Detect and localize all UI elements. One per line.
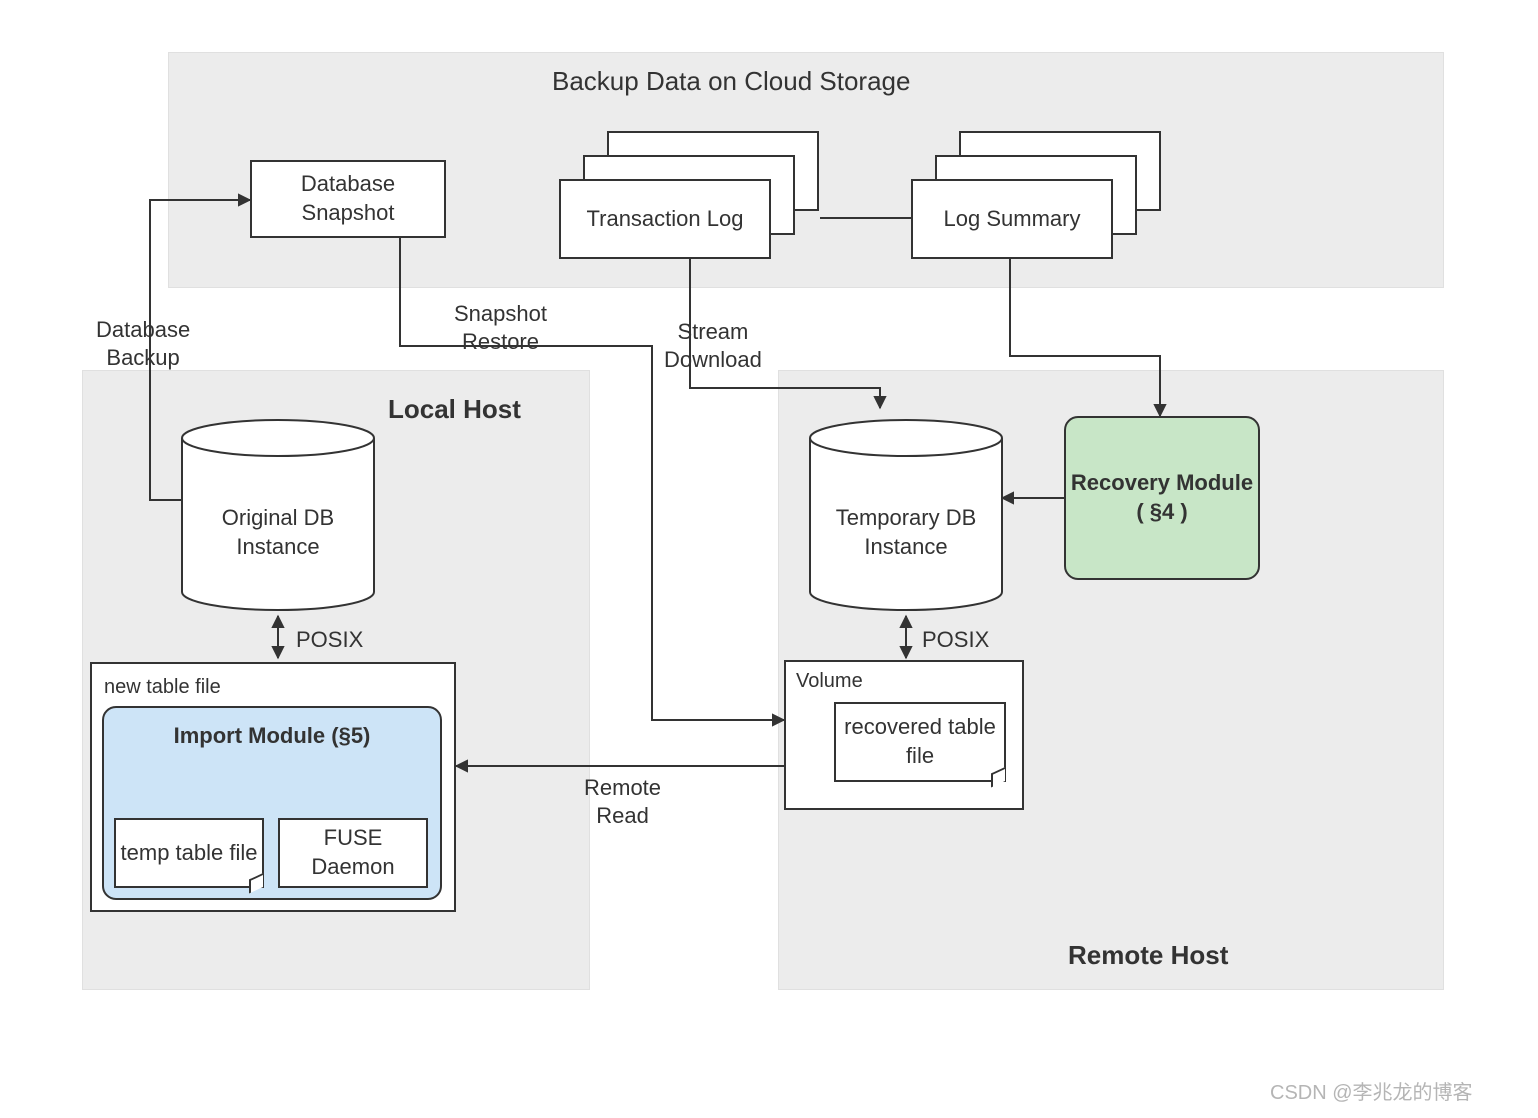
edge-label-e_stream_dl: Stream Download: [664, 318, 762, 373]
node-label: temp table file: [121, 839, 258, 868]
node-label: Import Module (§5): [174, 722, 371, 751]
container-new-table-file-label: new table file: [104, 676, 221, 699]
edge-label-e_posix_remote: POSIX: [922, 626, 989, 654]
node-recovery-module: Recovery Module ( §4 ): [1064, 416, 1260, 580]
node-fuse-daemon: FUSE Daemon: [278, 818, 428, 888]
edge-label-e_snap_restore: Snapshot Restore: [454, 300, 547, 355]
region-local-title: Local Host: [388, 394, 521, 425]
node-temp-table-file: temp table file: [114, 818, 264, 888]
node-original-db: Original DB Instance: [182, 456, 374, 610]
edge-label-e_db_backup: Database Backup: [96, 316, 190, 371]
container-volume-label: Volume: [796, 670, 863, 693]
node-label: Recovery Module ( §4 ): [1066, 469, 1258, 526]
edge-label-e_remote_read: Remote Read: [584, 774, 661, 829]
node-label: Database Snapshot: [252, 170, 444, 227]
node-label: Log Summary: [944, 205, 1081, 234]
node-label: recovered table file: [836, 713, 1004, 770]
node-label: Transaction Log: [587, 205, 744, 234]
node-log-summary: Log Summary: [912, 180, 1112, 258]
region-remote-title: Remote Host: [1068, 940, 1228, 971]
watermark: CSDN @李兆龙的博客: [1270, 1076, 1473, 1105]
region-cloud-title: Backup Data on Cloud Storage: [552, 66, 910, 97]
node-database-snapshot: Database Snapshot: [250, 160, 446, 238]
edge-label-e_posix_local: POSIX: [296, 626, 363, 654]
node-label: FUSE Daemon: [280, 824, 426, 881]
node-label: Original DB Instance: [182, 504, 374, 561]
node-recovered-table-file: recovered table file: [834, 702, 1006, 782]
node-label: Temporary DB Instance: [810, 504, 1002, 561]
node-temporary-db: Temporary DB Instance: [810, 456, 1002, 610]
node-transaction-log: Transaction Log: [560, 180, 770, 258]
